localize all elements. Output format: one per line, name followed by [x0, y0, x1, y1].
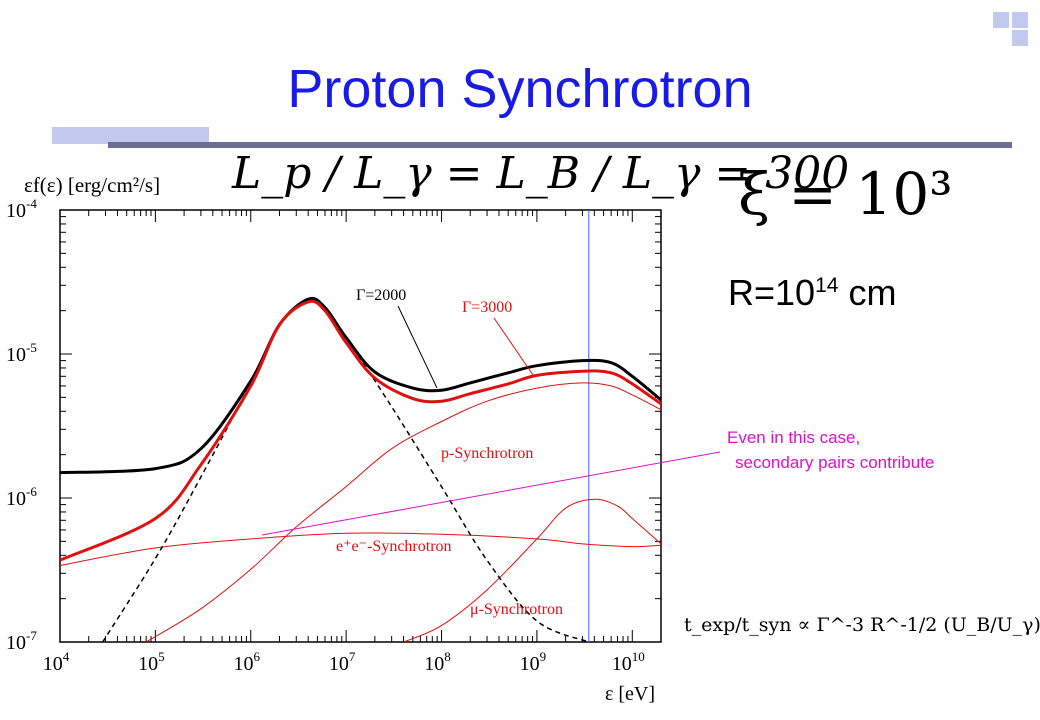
x-tick-exponent: 10 [632, 649, 645, 664]
annotation-label: Γ=3000 [462, 299, 512, 316]
y-tick-exponent: -7 [26, 628, 37, 643]
x-tick-exponent: 8 [444, 649, 451, 664]
series-line--synchrotron [403, 498, 661, 642]
corner-square-1 [993, 12, 1009, 28]
x-tick-label: 1010 [612, 649, 645, 675]
plot-frame [59, 209, 662, 643]
x-tick-exponent: 6 [254, 649, 261, 664]
note-line-1: Even in this case, [727, 428, 861, 447]
y-tick-exponent: -5 [26, 340, 37, 355]
radius-exponent: 14 [815, 274, 839, 297]
y-tick-exponent: -4 [26, 196, 37, 211]
annotation-label: e⁺e⁻-Synchrotron [336, 538, 452, 555]
x-tick-label: 108 [424, 649, 451, 675]
annotation-label: μ-Synchrotron [470, 601, 563, 618]
y-tick-label: 10-4 [6, 196, 37, 222]
corner-square-2 [1012, 12, 1028, 28]
series-line-e-e-synchrotron [60, 532, 661, 566]
x-tick-base: 10 [234, 653, 254, 675]
x-tick-base: 10 [43, 653, 63, 675]
series-line--2000 [60, 296, 661, 475]
x-tick-exponent: 5 [158, 649, 165, 664]
y-tick-label: 10-7 [6, 628, 37, 654]
x-tick-exponent: 4 [63, 649, 70, 664]
x-axis-label: ε [eV] [605, 683, 655, 705]
xi-equation: ξ = 10³ [738, 160, 953, 228]
luminosity-ratio-equation: L_p / L_γ = L_B / L_γ = 300 [232, 148, 850, 199]
gamma2000-pointer [397, 305, 438, 389]
x-tick-label: 106 [234, 649, 261, 675]
y-tick-base: 10 [6, 200, 26, 222]
series-line-dashed [102, 300, 590, 642]
series-line--3000 [60, 299, 661, 562]
y-tick-base: 10 [6, 344, 26, 366]
corner-square-3 [1012, 30, 1028, 46]
gamma3000-pointer [493, 317, 534, 376]
secondary-pairs-note: Even in this case, secondary pairs contr… [727, 425, 934, 475]
y-tick-label: 10-6 [6, 484, 37, 510]
y-tick-label: 10-5 [6, 340, 37, 366]
radius-unit: cm [838, 272, 897, 313]
series-line-p-synchrotron [145, 382, 661, 642]
x-tick-base: 10 [138, 653, 158, 675]
slide-title: Proton Synchrotron [287, 59, 753, 119]
y-tick-base: 10 [6, 488, 26, 510]
x-tick-base: 10 [424, 653, 444, 675]
x-tick-exponent: 7 [349, 649, 356, 664]
annotation-label: p-Synchrotron [441, 445, 533, 462]
y-axis-label: εf(ε) [erg/cm²/s] [24, 173, 161, 197]
title-rule-accent [52, 127, 209, 144]
note-line-2: secondary pairs contribute [735, 453, 935, 472]
x-tick-label: 105 [138, 649, 165, 675]
timescale-equation: t_exp/t_syn ∝ Γ^-3 R^-1/2 (U_B/U_γ)^3/4 [684, 614, 1040, 636]
y-tick-exponent: -6 [26, 484, 37, 499]
y-tick-base: 10 [6, 632, 26, 654]
note-pointer-line [261, 451, 721, 536]
radius-base: R=10 [728, 272, 816, 313]
x-tick-base: 10 [612, 653, 632, 675]
x-tick-exponent: 9 [540, 649, 547, 664]
series-group [60, 210, 661, 642]
x-tick-label: 104 [43, 649, 70, 675]
x-tick-base: 10 [520, 653, 540, 675]
x-tick-base: 10 [329, 653, 349, 675]
x-tick-label: 107 [329, 649, 356, 675]
radius-label: R=1014 cm [728, 272, 896, 314]
title-rule [108, 142, 1012, 148]
annotation-label: Γ=2000 [356, 287, 406, 304]
x-tick-label: 109 [520, 649, 547, 675]
